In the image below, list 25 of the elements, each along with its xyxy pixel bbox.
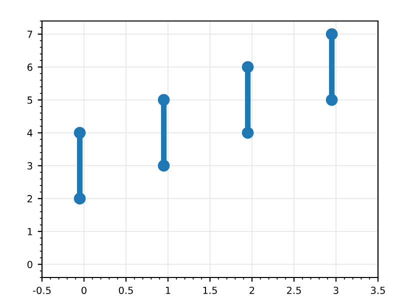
y-tick-label: 5: [28, 96, 32, 104]
point: [326, 94, 338, 106]
y-tick-label: 7: [28, 30, 32, 38]
x-tick-label: 3: [334, 286, 338, 294]
point: [74, 126, 86, 139]
point: [158, 160, 170, 172]
point: [74, 192, 86, 204]
x-tick-label: 3.5: [371, 286, 385, 294]
x-tick-label: 0: [82, 286, 86, 294]
point: [326, 28, 338, 40]
y-tick-label: 1: [28, 228, 32, 236]
x-tick-label: 2: [250, 286, 254, 294]
y-tick-label: 3: [28, 162, 32, 170]
point: [242, 126, 254, 139]
x-tick-label: -0.5: [32, 286, 51, 294]
x-tick-label: 2.5: [286, 286, 301, 294]
x-tick-label: 1: [166, 286, 170, 294]
point: [158, 94, 170, 106]
y-tick-label: 4: [27, 129, 32, 136]
y-tick-label: 6: [27, 64, 32, 71]
x-tick-label: 1.5: [203, 286, 217, 294]
y-tick-label: 2: [28, 195, 32, 202]
x-tick-label: 0.5: [118, 286, 133, 294]
point: [242, 61, 254, 73]
y-tick-label: 0: [27, 260, 32, 268]
